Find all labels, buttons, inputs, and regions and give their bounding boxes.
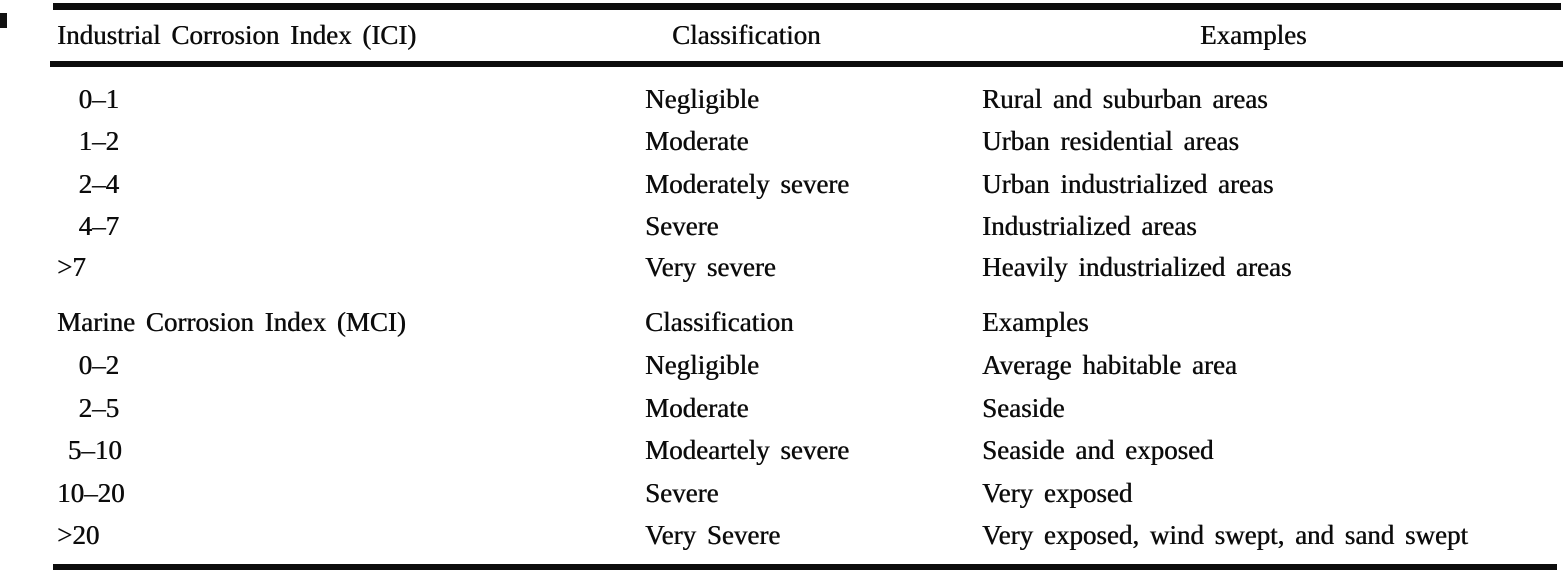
table-row: 0–1 Negligible Rural and suburban areas [0, 82, 1563, 118]
classification-cell: Modeartely severe [645, 435, 850, 465]
classification-cell: Very Severe [645, 520, 781, 550]
table-row: 2–5 Moderate Seaside [0, 391, 1563, 427]
index-cell: 2–5 [57, 393, 120, 423]
table-row: >20 Very Severe Very exposed, wind swept… [0, 518, 1563, 554]
examples-cell: Seaside [982, 393, 1065, 423]
table-header-rule [50, 61, 1563, 67]
ici-header-title: Industrial Corrosion Index (ICI) [57, 20, 417, 50]
mci-header-row: Marine Corrosion Index (MCI) Classificat… [0, 305, 1563, 341]
examples-cell: Heavily industrialized areas [982, 252, 1292, 282]
ici-header-classification: Classification [672, 20, 821, 50]
ici-header-row: Industrial Corrosion Index (ICI) Classif… [0, 18, 1563, 54]
examples-cell: Seaside and exposed [982, 435, 1214, 465]
index-cell: 1–2 [57, 126, 120, 156]
examples-cell: Urban industrialized areas [982, 169, 1274, 199]
index-cell: 10–20 [57, 478, 125, 508]
examples-cell: Average habitable area [982, 350, 1237, 380]
examples-cell: Rural and suburban areas [982, 84, 1268, 114]
mci-header-classification: Classification [645, 307, 794, 337]
table-row: 0–2 Negligible Average habitable area [0, 348, 1563, 384]
classification-cell: Negligible [645, 84, 759, 114]
table-row: 5–10 Modeartely severe Seaside and expos… [0, 433, 1563, 469]
table-row: >7 Very severe Heavily industrialized ar… [0, 250, 1563, 286]
table-row: 2–4 Moderately severe Urban industrializ… [0, 167, 1563, 203]
examples-cell: Very exposed [982, 478, 1133, 508]
index-cell: 4–7 [57, 211, 120, 241]
classification-cell: Moderately severe [645, 169, 850, 199]
index-cell: >7 [57, 252, 86, 282]
table-row: 1–2 Moderate Urban residential areas [0, 124, 1563, 160]
table-top-rule [53, 3, 1561, 10]
classification-cell: Moderate [645, 126, 749, 156]
index-cell: 0–2 [57, 350, 120, 380]
mci-header-examples: Examples [982, 307, 1089, 337]
classification-cell: Negligible [645, 350, 759, 380]
examples-cell: Industrialized areas [982, 211, 1197, 241]
index-cell: 5–10 [57, 435, 122, 465]
table-bottom-rule [53, 564, 1557, 570]
classification-cell: Moderate [645, 393, 749, 423]
index-cell: >20 [57, 520, 100, 550]
mci-header-title: Marine Corrosion Index (MCI) [57, 307, 406, 337]
index-cell: 2–4 [57, 169, 120, 199]
classification-cell: Severe [645, 211, 719, 241]
index-cell: 0–1 [57, 84, 120, 114]
table-row: 4–7 Severe Industrialized areas [0, 209, 1563, 245]
table-row: 10–20 Severe Very exposed [0, 476, 1563, 512]
classification-cell: Very severe [645, 252, 776, 282]
scan-artifact [0, 13, 7, 28]
examples-cell: Very exposed, wind swept, and sand swept [982, 520, 1468, 550]
examples-cell: Urban residential areas [982, 126, 1239, 156]
ici-header-examples: Examples [1200, 20, 1307, 50]
classification-cell: Severe [645, 478, 719, 508]
